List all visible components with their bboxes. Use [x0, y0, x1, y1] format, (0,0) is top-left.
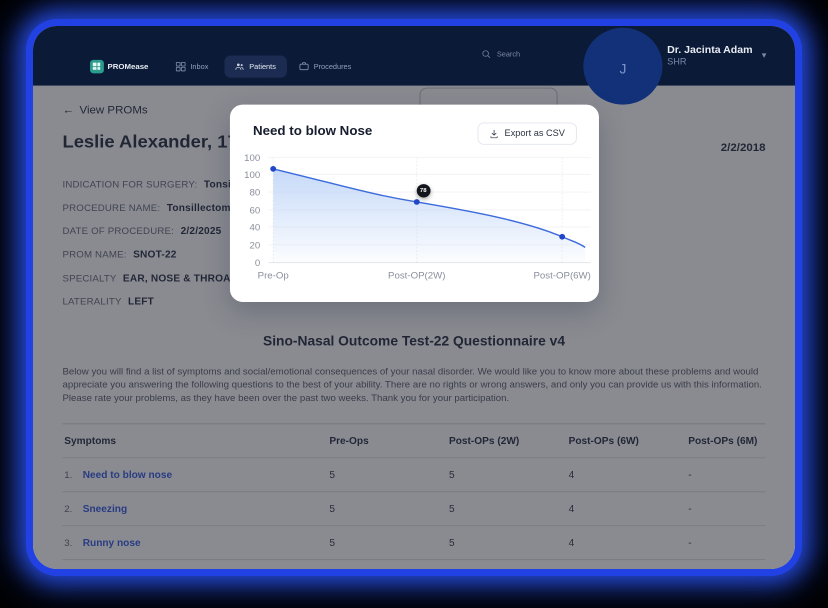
svg-text:Post-OP(2W): Post-OP(2W) — [388, 271, 445, 282]
svg-text:Post-OP(6W): Post-OP(6W) — [533, 271, 590, 282]
svg-text:Pre-Op: Pre-Op — [258, 271, 289, 282]
svg-text:0: 0 — [255, 258, 260, 269]
svg-text:80: 80 — [250, 188, 261, 199]
svg-text:60: 60 — [250, 206, 261, 217]
svg-text:100: 100 — [244, 154, 260, 164]
svg-text:20: 20 — [250, 241, 261, 252]
svg-text:100: 100 — [244, 170, 260, 181]
svg-text:40: 40 — [250, 223, 261, 234]
